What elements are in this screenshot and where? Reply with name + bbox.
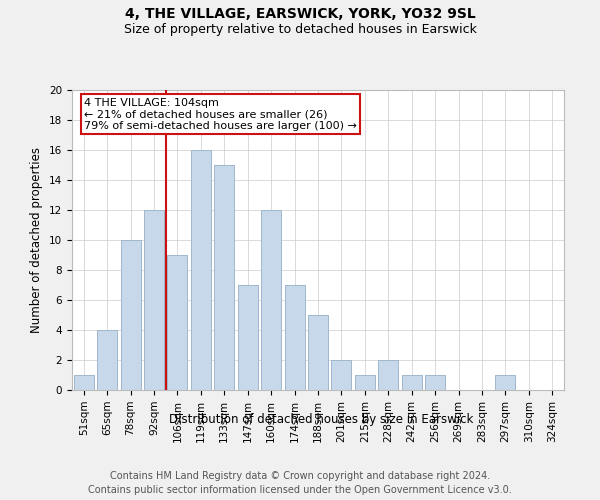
Bar — [238, 285, 257, 390]
Text: 4 THE VILLAGE: 104sqm
← 21% of detached houses are smaller (26)
79% of semi-deta: 4 THE VILLAGE: 104sqm ← 21% of detached … — [84, 98, 357, 130]
Text: Contains HM Land Registry data © Crown copyright and database right 2024.
Contai: Contains HM Land Registry data © Crown c… — [88, 471, 512, 495]
Bar — [121, 240, 140, 390]
Bar — [496, 375, 515, 390]
Text: 4, THE VILLAGE, EARSWICK, YORK, YO32 9SL: 4, THE VILLAGE, EARSWICK, YORK, YO32 9SL — [125, 8, 475, 22]
Bar — [284, 285, 305, 390]
Bar — [97, 330, 117, 390]
Bar — [308, 315, 328, 390]
Bar — [379, 360, 398, 390]
Text: Distribution of detached houses by size in Earswick: Distribution of detached houses by size … — [169, 412, 473, 426]
Bar — [214, 165, 234, 390]
Bar — [425, 375, 445, 390]
Bar — [402, 375, 422, 390]
Bar — [167, 255, 187, 390]
Bar — [191, 150, 211, 390]
Bar — [144, 210, 164, 390]
Bar — [74, 375, 94, 390]
Bar — [261, 210, 281, 390]
Bar — [331, 360, 352, 390]
Y-axis label: Number of detached properties: Number of detached properties — [31, 147, 43, 333]
Text: Size of property relative to detached houses in Earswick: Size of property relative to detached ho… — [124, 22, 476, 36]
Bar — [355, 375, 375, 390]
